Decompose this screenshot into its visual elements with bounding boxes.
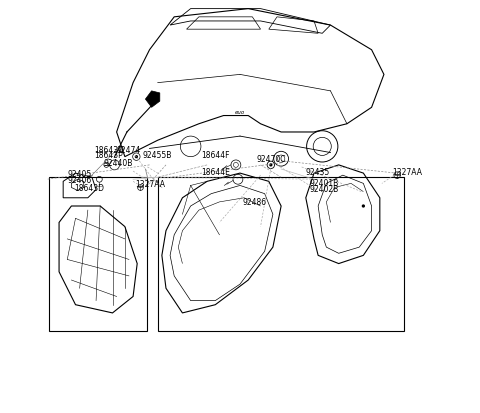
- Text: 92455B: 92455B: [142, 151, 171, 160]
- Text: 92401B: 92401B: [310, 178, 339, 187]
- Circle shape: [269, 164, 273, 167]
- Text: 92406: 92406: [67, 176, 92, 184]
- Text: 92435: 92435: [306, 167, 330, 176]
- Text: 18644F: 18644F: [201, 151, 229, 160]
- Circle shape: [362, 205, 365, 208]
- Text: 92486: 92486: [243, 198, 267, 207]
- Text: 1327AA: 1327AA: [392, 167, 422, 176]
- Text: 18644E: 18644E: [201, 167, 230, 176]
- Text: 92470C: 92470C: [256, 155, 286, 164]
- Text: 92440B: 92440B: [104, 159, 133, 168]
- Text: 18643D: 18643D: [75, 183, 105, 192]
- Polygon shape: [145, 92, 160, 108]
- Text: 18643P: 18643P: [94, 151, 123, 160]
- Text: 1327AA: 1327AA: [135, 179, 165, 188]
- Text: 92402B: 92402B: [310, 184, 339, 193]
- Text: 92474: 92474: [117, 145, 141, 154]
- Text: euo: euo: [235, 110, 245, 115]
- Circle shape: [135, 156, 138, 159]
- Text: 18643D: 18643D: [94, 145, 124, 154]
- Text: 92405: 92405: [67, 169, 92, 178]
